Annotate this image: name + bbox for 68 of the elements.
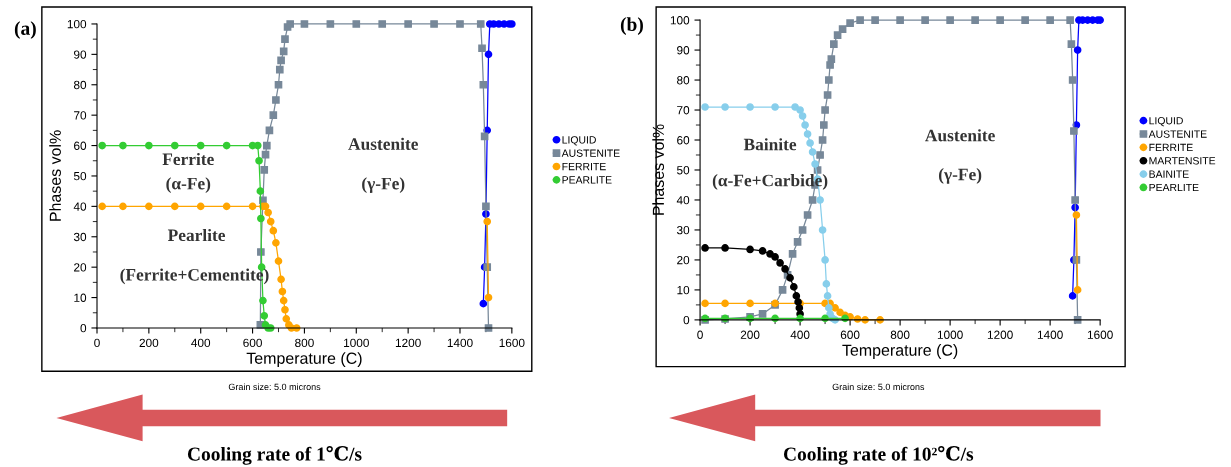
x-tick-label: 600 (243, 338, 262, 348)
legend-label: PEARLITE (562, 176, 612, 184)
y-tick-label: 70 (74, 111, 87, 120)
y-tick-label: 100 (67, 19, 87, 29)
x-tick-label: 800 (890, 330, 910, 339)
chart-title: (a) (14, 21, 36, 39)
y-axis-title: Phases vol% (49, 130, 61, 221)
x-tick-label: 200 (139, 338, 159, 348)
x-tick-label: 200 (740, 330, 760, 339)
y-tick-label: 60 (677, 136, 690, 145)
y-axis-title: Phases vol% (652, 124, 665, 215)
y-tick-label: 90 (74, 50, 87, 59)
x-axis-title: Temperature (C) (842, 344, 958, 359)
y-tick-label: 10 (74, 293, 87, 302)
y-tick-label: 90 (677, 46, 690, 55)
annotation: Ferrite (162, 152, 214, 166)
y-tick-label: 40 (73, 202, 87, 211)
x-axis-title: Temperature (C) (246, 352, 362, 368)
chart-title: (b) (620, 17, 643, 35)
x-tick-label: 1000 (937, 330, 963, 339)
x-tick-label: 1600 (499, 338, 525, 348)
y-tick-label: 70 (677, 106, 690, 115)
x-tick-label: 1000 (344, 338, 369, 348)
text: Cooling rate of 1℃/s (187, 445, 362, 465)
legend-label: AUSTENITE (561, 149, 620, 157)
annotation: Pearlite (167, 228, 226, 242)
x-tick-label: 600 (840, 330, 860, 339)
legend-label: FERRITE (562, 162, 606, 171)
x-tick-label: 0 (697, 330, 703, 339)
legend-label: AUSTENITE (1148, 130, 1207, 138)
annotation: (γ-Fe) (938, 168, 982, 184)
legend-label: PEARLITE (1149, 183, 1199, 192)
text: Grain size: 5.0 microns (228, 383, 321, 391)
y-tick-label: 30 (676, 225, 690, 235)
legend-label: LIQUID (562, 136, 596, 146)
annotation: Austenite (348, 137, 418, 150)
y-tick-label: 0 (683, 315, 690, 325)
x-tick-label: 1400 (1037, 330, 1063, 339)
x-tick-label: 1200 (987, 330, 1013, 339)
annotation: (α-Fe) (166, 177, 211, 193)
annotation: Austenite (925, 129, 995, 142)
annotation: Bainite (743, 138, 797, 151)
x-tick-label: 0 (94, 338, 100, 348)
y-tick-label: 20 (677, 255, 690, 265)
text: Cooling rate of 10²℃/s (783, 445, 974, 465)
x-tick-label: 800 (295, 338, 314, 348)
y-tick-label: 20 (74, 263, 87, 272)
y-tick-label: 10 (677, 285, 690, 295)
y-tick-label: 50 (677, 166, 690, 175)
legend-label: BAINITE (1149, 170, 1189, 178)
legend-label: MARTENSITE (1149, 157, 1216, 165)
y-tick-label: 0 (80, 324, 87, 333)
y-tick-label: 100 (670, 16, 690, 25)
y-tick-label: 40 (676, 196, 690, 205)
y-tick-label: 60 (74, 141, 87, 150)
x-tick-label: 1600 (1087, 330, 1113, 339)
x-tick-label: 400 (191, 338, 211, 348)
x-tick-label: 400 (790, 330, 810, 339)
y-tick-label: 50 (73, 172, 87, 181)
legend-label: LIQUID (1149, 117, 1183, 127)
y-tick-label: 80 (73, 80, 87, 90)
legend-label: FERRITE (1149, 143, 1193, 152)
text: Grain size: 5.0 microns (832, 383, 925, 391)
y-tick-label: 30 (73, 232, 87, 242)
annotation: (γ-Fe) (362, 177, 405, 193)
x-tick-label: 1400 (447, 338, 473, 348)
y-tick-label: 80 (677, 76, 690, 85)
x-tick-label: 1200 (395, 338, 421, 348)
